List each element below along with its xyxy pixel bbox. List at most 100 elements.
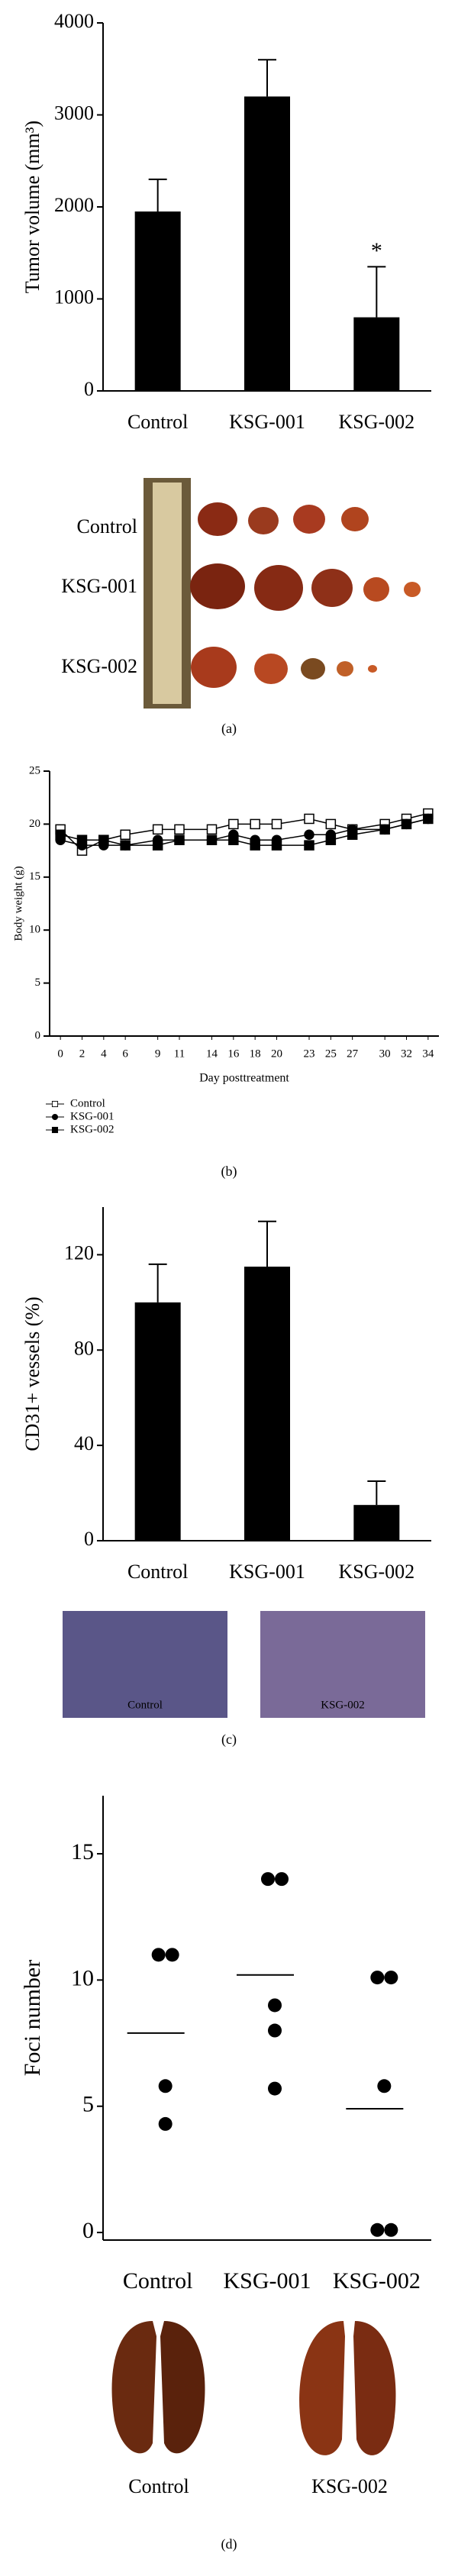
- dot: [370, 2223, 385, 2237]
- x-tick-label: 30: [379, 1048, 391, 1060]
- dot: [158, 2079, 173, 2093]
- legend-label: KSG-002: [70, 1123, 114, 1135]
- dot: [158, 2116, 173, 2131]
- marker: [228, 834, 239, 845]
- caption: (b): [221, 1164, 237, 1180]
- y-tick-label: 80: [74, 1337, 94, 1359]
- y-axis-label: Body weight (g): [12, 866, 24, 941]
- x-tick-label: KSG-002: [338, 1561, 414, 1583]
- x-axis-label: Day posttreatment: [199, 1072, 289, 1085]
- x-tick-label: 25: [325, 1048, 337, 1060]
- x-tick-label: 0: [57, 1048, 63, 1060]
- caption: (d): [221, 2536, 237, 2552]
- x-tick-label: KSG-001: [223, 2268, 311, 2294]
- image-label: Control: [128, 2475, 189, 2497]
- y-tick-label: 4000: [54, 10, 94, 32]
- x-tick-label: 23: [304, 1048, 315, 1060]
- lung-photo: [111, 2321, 396, 2455]
- dot: [377, 2079, 392, 2093]
- dot: [268, 2081, 282, 2096]
- marker: [271, 840, 282, 851]
- legend-marker: [51, 1126, 59, 1134]
- marker: [206, 834, 218, 845]
- tumor-photo: [144, 478, 421, 709]
- y-tick-label: 10: [71, 1965, 94, 1990]
- marker: [174, 824, 185, 835]
- y-tick-label: 3000: [54, 102, 94, 124]
- x-tick-label: 34: [422, 1048, 434, 1060]
- legend-marker: [51, 1100, 59, 1108]
- x-tick-label: 32: [401, 1048, 412, 1060]
- legend-marker: [51, 1113, 59, 1121]
- marker: [98, 834, 109, 845]
- histology-image: [63, 1611, 227, 1718]
- y-tick-label: 0: [82, 2218, 94, 2243]
- y-tick-label: 0: [84, 1528, 94, 1550]
- marker: [304, 813, 314, 825]
- series-line: [60, 818, 429, 846]
- series-line: [60, 812, 429, 852]
- bar: [353, 1505, 400, 1541]
- y-tick-label: 0: [84, 378, 94, 400]
- x-tick-label: 16: [227, 1048, 240, 1060]
- marker: [120, 840, 131, 851]
- x-tick-label: KSG-001: [229, 411, 305, 433]
- x-tick-label: KSG-002: [338, 411, 414, 433]
- dot: [384, 1971, 398, 1985]
- x-tick-label: 2: [79, 1048, 85, 1060]
- legend-label: KSG-001: [70, 1110, 114, 1122]
- y-tick-label: 0: [35, 1029, 41, 1041]
- image-label: KSG-002: [321, 1699, 365, 1711]
- marker: [76, 834, 88, 845]
- marker: [152, 840, 163, 851]
- dot: [268, 1998, 282, 2013]
- marker: [250, 840, 260, 851]
- x-tick-label: 27: [347, 1048, 359, 1060]
- bar: [134, 1302, 181, 1541]
- marker: [250, 818, 260, 830]
- marker: [228, 818, 239, 830]
- marker: [325, 834, 337, 845]
- dot: [151, 1948, 166, 1962]
- dot: [165, 1948, 179, 1962]
- dot: [261, 1872, 275, 1887]
- y-tick-label: 25: [29, 764, 40, 776]
- y-tick-label: 15: [29, 870, 40, 883]
- series-line: [60, 818, 429, 846]
- bar: [244, 96, 290, 392]
- x-tick-label: 4: [101, 1048, 107, 1060]
- y-tick-label: 5: [82, 2092, 94, 2117]
- x-tick-label: 18: [250, 1048, 261, 1060]
- marker: [120, 829, 131, 841]
- y-tick-label: 10: [29, 924, 40, 936]
- image-label: Control: [127, 1699, 163, 1711]
- x-tick-label: 20: [271, 1048, 282, 1060]
- bar: [134, 211, 181, 391]
- y-tick-label: 40: [74, 1432, 94, 1454]
- histology-image: [260, 1611, 425, 1718]
- marker: [55, 829, 66, 841]
- y-tick-label: 120: [64, 1241, 94, 1264]
- photo-label: KSG-001: [61, 575, 137, 597]
- marker: [304, 840, 314, 851]
- legend-label: Control: [70, 1097, 105, 1109]
- caption: (a): [221, 721, 237, 737]
- y-tick-label: 20: [29, 818, 40, 830]
- marker: [379, 824, 390, 835]
- x-tick-label: 11: [174, 1048, 185, 1060]
- dot: [275, 1872, 289, 1887]
- y-tick-label: 2000: [54, 194, 94, 216]
- y-axis-label: Tumor volume (mm³): [21, 121, 44, 293]
- x-tick-label: Control: [127, 1561, 188, 1583]
- photo-label: Control: [77, 515, 137, 537]
- marker: [152, 824, 163, 835]
- bar: [353, 317, 400, 391]
- marker: [206, 824, 218, 835]
- x-tick-label: KSG-002: [333, 2268, 421, 2294]
- bar: [244, 1267, 290, 1541]
- x-tick-label: 14: [206, 1048, 218, 1060]
- marker: [271, 818, 282, 830]
- marker: [423, 813, 434, 825]
- image-label: KSG-002: [311, 2475, 388, 2497]
